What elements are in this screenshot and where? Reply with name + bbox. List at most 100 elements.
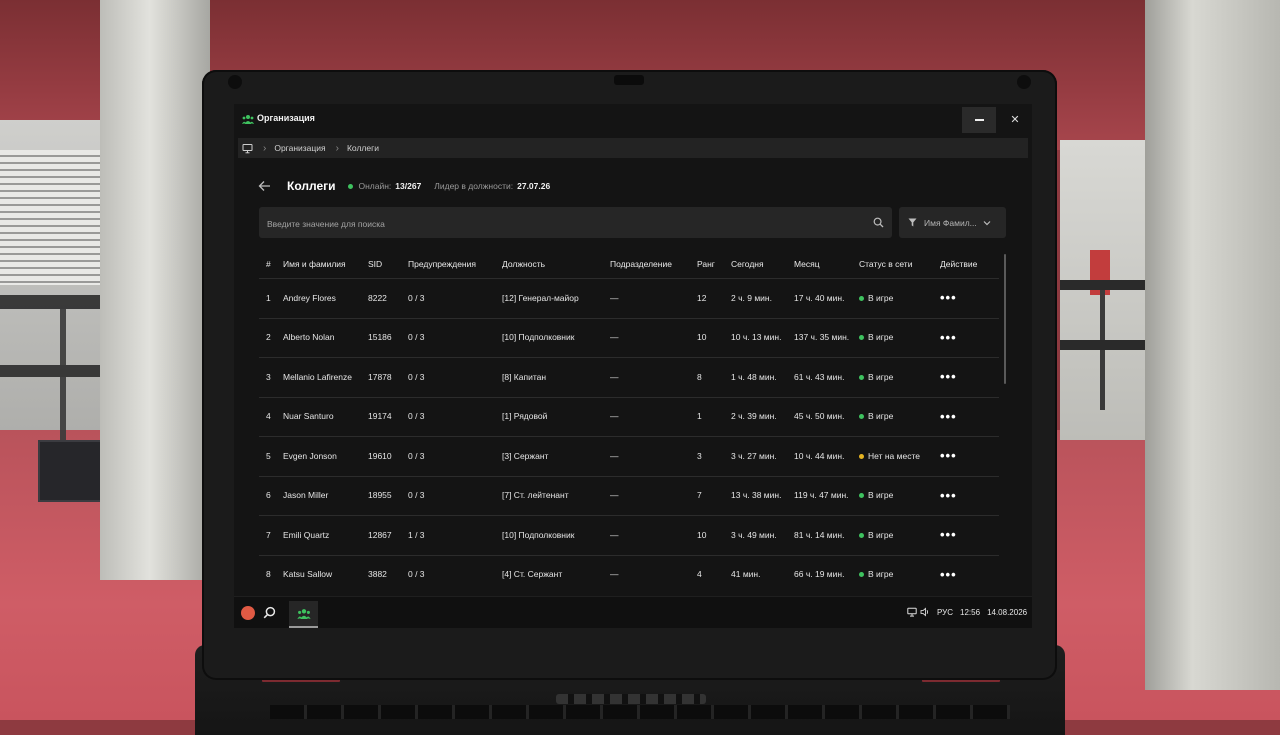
status-text: Нет на месте: [868, 450, 920, 461]
column-header[interactable]: Предупреждения: [408, 259, 476, 270]
more-actions-button[interactable]: •••: [940, 448, 957, 464]
member-position: [10] Подполковник: [502, 529, 575, 540]
member-time-today: 3 ч. 49 мин.: [731, 529, 777, 540]
more-actions-button[interactable]: •••: [940, 408, 957, 424]
table-row[interactable]: 1 Andrey Flores 8222 0 / 3 [12] Генерал-…: [259, 278, 999, 318]
member-name: Mellanio Lafirenze: [283, 371, 352, 382]
search-field-select[interactable]: Имя Фамил...: [899, 207, 1006, 238]
breadcrumb-separator: ›: [263, 142, 267, 154]
member-name: Alberto Nolan: [283, 332, 335, 343]
member-warnings: 1 / 3: [408, 529, 425, 540]
logo-icon[interactable]: [241, 606, 255, 620]
system-tray: РУС 12:56 14.08.2026: [904, 607, 1027, 617]
table-row[interactable]: 6 Jason Miller 18955 0 / 3 [7] Ст. лейте…: [259, 475, 999, 516]
taskbar-app-organization[interactable]: [289, 601, 318, 628]
member-rank: 4: [697, 569, 702, 580]
minimize-button[interactable]: [962, 107, 996, 133]
member-sid: 8222: [368, 292, 387, 303]
member-sid: 3882: [368, 569, 387, 580]
table-row[interactable]: 4 Nuar Santuro 19174 0 / 3 [1] Рядовой —…: [259, 396, 999, 437]
row-action: •••: [940, 528, 990, 542]
member-time-month: 119 ч. 47 мин.: [794, 490, 849, 501]
column-header[interactable]: Должность: [502, 259, 546, 270]
table-row[interactable]: 5 Evgen Jonson 19610 0 / 3 [3] Сержант —…: [259, 436, 999, 476]
table-row[interactable]: 8 Katsu Sallow 3882 0 / 3 [4] Ст. Сержан…: [259, 554, 999, 595]
status-text: В игре: [868, 332, 894, 343]
search-box: [259, 207, 892, 240]
member-rank: 10: [697, 529, 707, 540]
member-warnings: 0 / 3: [408, 490, 425, 501]
row-number: 7: [266, 529, 271, 540]
breadcrumb-item-organization[interactable]: Организация: [274, 143, 326, 153]
table-row[interactable]: 2 Alberto Nolan 15186 0 / 3 [10] Подполк…: [259, 317, 999, 358]
keyboard-language[interactable]: РУС: [937, 607, 954, 617]
page-title: Коллеги: [287, 179, 336, 193]
column-header[interactable]: Месяц: [794, 259, 820, 270]
member-sid: 15186: [368, 332, 392, 343]
more-actions-button[interactable]: •••: [940, 487, 957, 503]
laptop-indicators: [556, 694, 706, 704]
member-time-month: 61 ч. 43 мин.: [794, 371, 845, 382]
member-status: В игре: [859, 293, 940, 304]
bezel-bumper-right: [1017, 75, 1031, 89]
column-header: Действие: [940, 259, 978, 270]
member-time-today: 1 ч. 48 мин.: [731, 371, 777, 382]
column-header[interactable]: #: [266, 259, 271, 270]
column-header[interactable]: Имя и фамилия: [283, 259, 346, 270]
more-actions-button[interactable]: •••: [940, 566, 957, 582]
table-header: # Имя и фамилия SID Предупреждения Должн…: [259, 252, 999, 278]
chevron-down-icon: [983, 220, 991, 225]
row-number: 6: [266, 490, 271, 501]
more-actions-button[interactable]: •••: [940, 329, 957, 345]
column-header[interactable]: Подразделение: [610, 259, 672, 270]
member-rank: 12: [697, 292, 707, 303]
row-number: 2: [266, 332, 271, 343]
breadcrumb-separator: ›: [335, 142, 339, 154]
speaker-icon[interactable]: [920, 607, 930, 617]
row-action: •••: [940, 489, 990, 503]
table-scrollbar[interactable]: [1004, 254, 1006, 384]
table-row[interactable]: 3 Mellanio Lafirenze 17878 0 / 3 [8] Кап…: [259, 357, 999, 397]
member-warnings: 0 / 3: [408, 450, 425, 461]
row-number: 1: [266, 292, 271, 303]
laptop-screen: Организация ✕ › Организация › Коллеги Ко…: [234, 104, 1032, 628]
column-header[interactable]: Сегодня: [731, 259, 764, 270]
status-text: В игре: [868, 569, 894, 580]
member-sid: 12867: [368, 529, 392, 540]
row-action: •••: [940, 568, 990, 582]
member-position: [7] Ст. лейтенант: [502, 490, 569, 501]
column-header[interactable]: Статус в сети: [859, 259, 913, 270]
monitor-icon[interactable]: [242, 143, 253, 154]
member-status: В игре: [859, 411, 940, 422]
member-sid: 17878: [368, 371, 392, 382]
table-row[interactable]: 7 Emili Quartz 12867 1 / 3 [10] Подполко…: [259, 515, 999, 555]
member-time-month: 81 ч. 14 мин.: [794, 529, 845, 540]
member-rank: 3: [697, 450, 702, 461]
search-input[interactable]: [265, 207, 859, 240]
close-button[interactable]: ✕: [998, 107, 1032, 133]
webcam: [614, 75, 644, 85]
monitor-icon[interactable]: [907, 607, 917, 617]
member-position: [1] Рядовой: [502, 411, 548, 422]
online-label: Онлайн:: [358, 181, 392, 191]
member-position: [12] Генерал-майор: [502, 292, 579, 303]
status-dot: [859, 493, 864, 499]
member-status: В игре: [859, 332, 940, 343]
search-icon[interactable]: [263, 606, 276, 619]
more-actions-button[interactable]: •••: [940, 290, 957, 306]
member-sid: 19174: [368, 411, 392, 422]
row-action: •••: [940, 370, 990, 384]
more-actions-button[interactable]: •••: [940, 527, 957, 543]
column-header[interactable]: Ранг: [697, 259, 715, 270]
member-status: В игре: [859, 530, 940, 541]
more-actions-button[interactable]: •••: [940, 369, 957, 385]
column-header[interactable]: SID: [368, 259, 383, 270]
minimize-icon: [974, 119, 984, 121]
arrow-left-icon[interactable]: [258, 180, 271, 192]
member-time-today: 3 ч. 27 мин.: [731, 450, 777, 461]
member-position: [4] Ст. Сержант: [502, 569, 563, 580]
row-number: 8: [266, 569, 271, 580]
search-icon[interactable]: [873, 217, 884, 228]
member-department: —: [610, 292, 619, 303]
breadcrumb-item-colleagues[interactable]: Коллеги: [346, 143, 379, 153]
